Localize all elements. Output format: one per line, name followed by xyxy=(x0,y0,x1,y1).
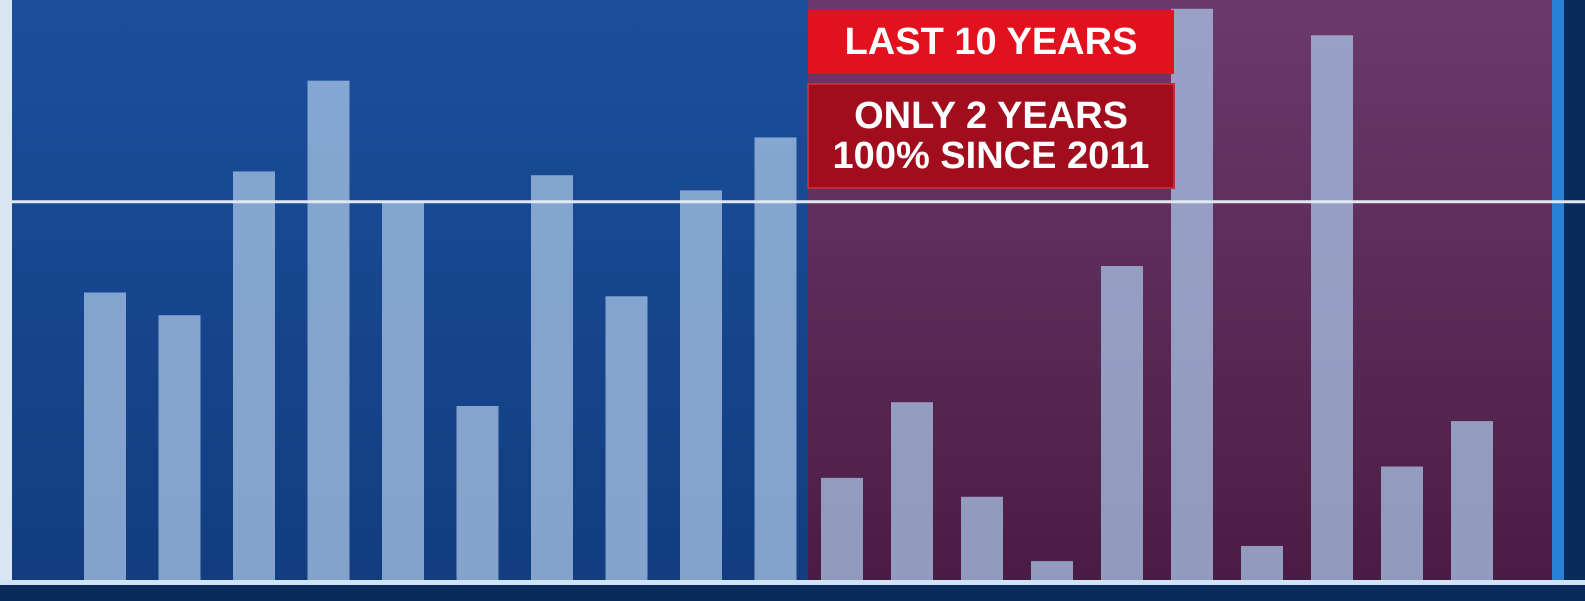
annotation: LAST 10 YEARS xyxy=(845,21,1138,63)
bar xyxy=(531,175,573,580)
bar xyxy=(1101,266,1143,580)
edge xyxy=(0,0,12,585)
annotation-box xyxy=(808,10,1174,74)
bar xyxy=(84,292,126,580)
bar xyxy=(456,405,499,580)
annotation: 100% SINCE 2011 xyxy=(833,135,1150,177)
bar xyxy=(605,296,648,580)
bar xyxy=(158,315,201,580)
bar xyxy=(891,402,933,580)
edge xyxy=(1552,0,1564,585)
annotation: ONLY 2 YEARS xyxy=(854,95,1128,137)
bar xyxy=(1241,545,1283,580)
bar xyxy=(1311,35,1353,580)
bar xyxy=(1451,421,1493,580)
baseline xyxy=(0,580,1585,585)
bar xyxy=(307,80,350,580)
bar xyxy=(680,190,722,580)
footer xyxy=(0,585,1585,601)
bar xyxy=(1031,561,1073,580)
bar xyxy=(754,137,797,581)
bar xyxy=(961,496,1003,580)
bar xyxy=(382,201,424,581)
annotation-box xyxy=(807,83,1175,189)
bar xyxy=(821,477,863,580)
bar xyxy=(1171,8,1213,580)
bar xyxy=(233,171,275,580)
bar xyxy=(1381,466,1423,580)
